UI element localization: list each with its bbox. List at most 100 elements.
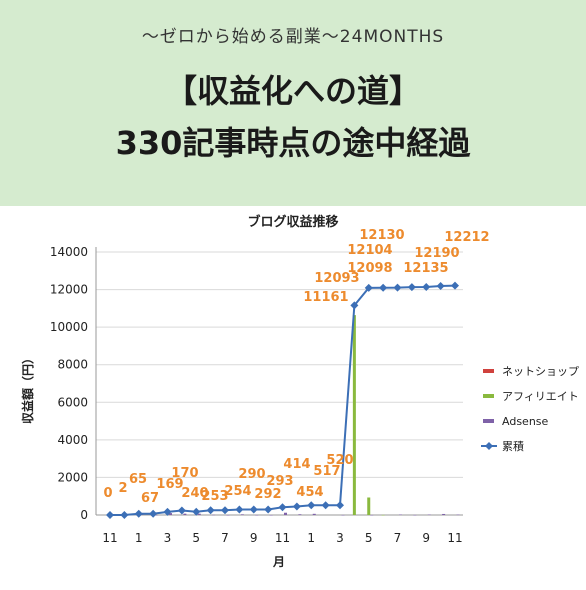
legend-label: Adsense bbox=[502, 415, 549, 428]
total-point bbox=[407, 283, 416, 292]
data-label: 12098 bbox=[347, 261, 392, 276]
bar bbox=[381, 514, 385, 516]
total-point bbox=[436, 282, 445, 291]
total-point bbox=[134, 509, 143, 518]
headline-line-2: 330記事時点の途中経過 bbox=[115, 124, 471, 162]
data-label: 293 bbox=[266, 474, 293, 489]
data-label: 2 bbox=[118, 481, 127, 496]
data-label: 65 bbox=[129, 472, 147, 487]
total-point bbox=[264, 505, 273, 514]
data-label: 454 bbox=[296, 485, 323, 500]
data-label: 292 bbox=[254, 487, 281, 502]
total-point bbox=[163, 507, 172, 516]
bar bbox=[370, 514, 374, 516]
y-tick-label: 2000 bbox=[57, 470, 88, 484]
data-label: 253 bbox=[201, 489, 228, 504]
data-label: 414 bbox=[283, 457, 310, 472]
total-point bbox=[350, 301, 359, 310]
data-label: 12212 bbox=[444, 230, 489, 245]
bar bbox=[240, 514, 244, 515]
x-tick-label: 3 bbox=[164, 531, 172, 545]
total-point bbox=[177, 506, 186, 515]
total-point bbox=[422, 283, 431, 292]
bar bbox=[226, 514, 230, 516]
revenue-chart: ブログ収益推移 0 2000 4000 6000 8000 10000 12000 14000… bbox=[20, 214, 579, 569]
x-tick-label: 9 bbox=[250, 531, 258, 545]
legend-label: アフィリエイト bbox=[502, 390, 579, 403]
total-point bbox=[336, 501, 344, 510]
data-label: 12135 bbox=[403, 261, 448, 276]
total-point bbox=[451, 281, 459, 290]
total-point bbox=[106, 511, 114, 519]
x-tick-label: 1 bbox=[307, 531, 315, 545]
total-point bbox=[292, 502, 301, 511]
x-tick-label: 1 bbox=[135, 531, 143, 545]
y-tick-label: 14000 bbox=[50, 245, 88, 259]
x-tick-label: 7 bbox=[221, 531, 229, 545]
bar bbox=[352, 315, 356, 515]
data-label: 12093 bbox=[314, 271, 359, 286]
data-label: 517 bbox=[313, 464, 340, 479]
total-point bbox=[206, 506, 215, 515]
y-tick-label: 10000 bbox=[50, 320, 88, 334]
legend-marker bbox=[485, 442, 493, 450]
total-point bbox=[307, 501, 316, 510]
total-point bbox=[321, 501, 330, 510]
bar bbox=[269, 514, 273, 516]
y-tick-label: 8000 bbox=[57, 358, 88, 372]
legend-swatch bbox=[483, 419, 494, 423]
bar bbox=[183, 513, 187, 515]
y-tick-label: 12000 bbox=[50, 283, 88, 297]
x-tick-label: 11 bbox=[447, 531, 462, 545]
data-label: 11161 bbox=[303, 290, 348, 305]
y-axis-ticks: 0 2000 4000 6000 8000 10000 12000 14000 bbox=[50, 245, 88, 522]
total-point bbox=[149, 509, 158, 518]
header-banner: 〜ゼロから始める副業〜24MONTHS 【収益化への道】 330記事時点の途中経… bbox=[0, 0, 586, 206]
bar bbox=[367, 497, 371, 515]
y-tick-label: 4000 bbox=[57, 433, 88, 447]
headline-line-1: 【収益化への道】 bbox=[164, 72, 421, 110]
total-point bbox=[379, 283, 388, 292]
total-point bbox=[249, 505, 258, 514]
bar bbox=[456, 514, 460, 516]
legend-label: 累積 bbox=[502, 439, 524, 453]
bar bbox=[399, 514, 402, 516]
chart-area: ブログ収益推移 0 2000 4000 6000 8000 10000 12000 14000… bbox=[0, 206, 586, 586]
x-tick-label: 9 bbox=[422, 531, 430, 545]
total-point bbox=[235, 505, 244, 514]
y-tick-label: 6000 bbox=[57, 395, 88, 409]
x-tick-label: 11 bbox=[275, 531, 290, 545]
x-tick-label: 5 bbox=[365, 531, 373, 545]
legend-label: ネットショップ bbox=[502, 365, 579, 378]
total-point bbox=[221, 506, 229, 515]
data-label: 12190 bbox=[414, 246, 459, 261]
x-tick-label: 7 bbox=[394, 531, 402, 545]
y-axis-label: 収益額（円） bbox=[20, 352, 35, 424]
data-label: 240 bbox=[181, 486, 208, 501]
legend-swatch bbox=[483, 369, 494, 373]
bar bbox=[154, 514, 158, 516]
bar bbox=[341, 514, 345, 516]
data-label: 12104 bbox=[347, 243, 392, 258]
total-point bbox=[278, 503, 287, 512]
legend-swatch bbox=[483, 394, 494, 398]
total-line bbox=[106, 281, 459, 519]
x-tick-label: 3 bbox=[336, 531, 344, 545]
x-tick-label: 11 bbox=[102, 531, 117, 545]
bar bbox=[197, 513, 201, 515]
total-point bbox=[192, 507, 201, 516]
bar bbox=[255, 514, 259, 516]
x-tick-label: 5 bbox=[192, 531, 200, 545]
bar bbox=[284, 512, 287, 515]
bar bbox=[413, 514, 417, 516]
data-label: 170 bbox=[171, 466, 198, 481]
x-axis-label: 月 bbox=[272, 555, 285, 569]
data-label: 290 bbox=[238, 467, 265, 482]
x-axis-ticks: 11 1 3 5 7 9 11 1 3 5 7 9 11 bbox=[102, 531, 462, 545]
data-label: 254 bbox=[224, 484, 251, 499]
total-point bbox=[364, 283, 373, 292]
bar bbox=[212, 514, 216, 516]
bar bbox=[169, 513, 172, 515]
